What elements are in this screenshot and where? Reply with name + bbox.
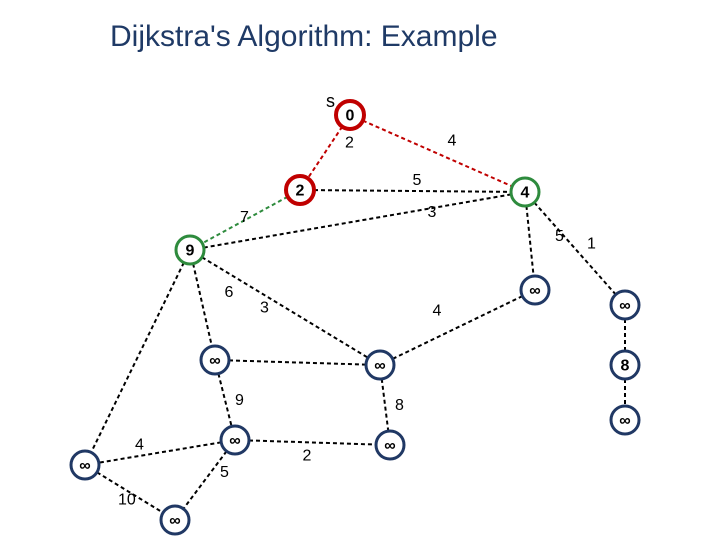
node-distance: 2 bbox=[296, 183, 305, 200]
edge-weight: 7 bbox=[240, 209, 249, 226]
edge-weight: 4 bbox=[448, 133, 457, 150]
graph-node: 4 bbox=[511, 178, 539, 206]
edge-weight: 4 bbox=[433, 303, 442, 320]
edge-weight: 4 bbox=[135, 437, 144, 454]
graph-edge bbox=[380, 290, 535, 365]
graph-node: ∞ bbox=[71, 451, 99, 479]
graph-edge bbox=[235, 440, 390, 445]
edge-weight: 2 bbox=[303, 448, 312, 465]
graph-node: 9 bbox=[176, 236, 204, 264]
graph-node: ∞ bbox=[366, 351, 394, 379]
graph-node: 0s bbox=[326, 91, 364, 129]
node-distance: ∞ bbox=[79, 458, 90, 475]
node-label: s bbox=[326, 91, 335, 111]
node-distance: 0 bbox=[346, 108, 355, 125]
graph-edge bbox=[350, 115, 525, 192]
graph-node: 2 bbox=[286, 176, 314, 204]
graph-node: ∞ bbox=[201, 346, 229, 374]
graph-node: ∞ bbox=[611, 406, 639, 434]
edge-weight: 5 bbox=[413, 172, 422, 189]
graph-node: ∞ bbox=[521, 276, 549, 304]
graph-node: ∞ bbox=[611, 291, 639, 319]
graph-edge bbox=[300, 190, 525, 192]
graph-node: ∞ bbox=[161, 506, 189, 534]
node-distance: ∞ bbox=[169, 513, 180, 530]
graph-edge bbox=[85, 250, 190, 465]
edge-weight: 10 bbox=[118, 492, 136, 509]
graph-node: ∞ bbox=[376, 431, 404, 459]
node-distance: 4 bbox=[521, 185, 530, 202]
graph-canvas: 2457315634198425100s249∞∞∞∞8∞∞∞∞∞ bbox=[0, 0, 720, 540]
node-distance: 8 bbox=[621, 358, 630, 375]
edge-weight: 6 bbox=[225, 284, 234, 301]
node-distance: ∞ bbox=[229, 433, 240, 450]
graph-edge bbox=[190, 250, 215, 360]
node-distance: ∞ bbox=[384, 438, 395, 455]
graph-node: 8 bbox=[611, 351, 639, 379]
graph-edge bbox=[215, 360, 380, 365]
edge-weight: 5 bbox=[220, 464, 229, 481]
edge-weight: 5 bbox=[555, 228, 564, 245]
node-distance: 9 bbox=[186, 243, 195, 260]
edge-weight: 8 bbox=[395, 397, 404, 414]
edge-weight: 3 bbox=[428, 204, 437, 221]
graph-node: ∞ bbox=[221, 426, 249, 454]
node-distance: ∞ bbox=[529, 283, 540, 300]
node-distance: ∞ bbox=[209, 353, 220, 370]
graph-edge bbox=[85, 440, 235, 465]
node-distance: ∞ bbox=[619, 298, 630, 315]
edge-weight: 9 bbox=[235, 392, 244, 409]
node-distance: ∞ bbox=[619, 413, 630, 430]
edge-weight: 2 bbox=[345, 135, 354, 152]
node-distance: ∞ bbox=[374, 358, 385, 375]
edge-weight: 1 bbox=[587, 236, 596, 253]
edge-weight: 3 bbox=[260, 300, 269, 317]
